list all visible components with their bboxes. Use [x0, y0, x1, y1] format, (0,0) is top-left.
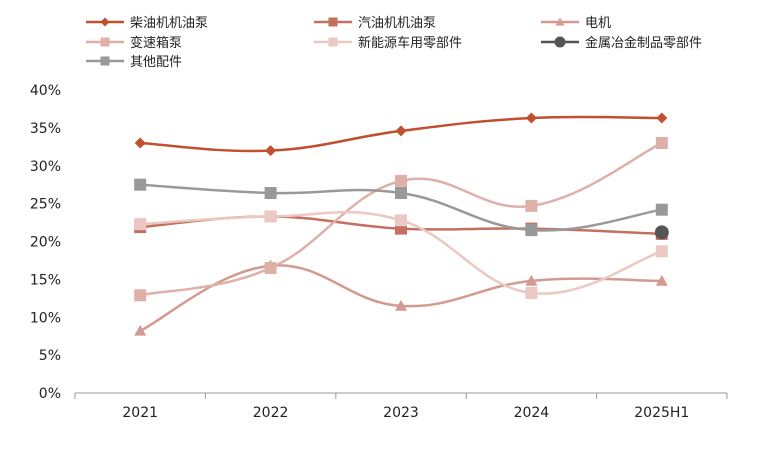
data-point — [656, 112, 668, 124]
data-point — [134, 218, 147, 231]
data-point — [264, 262, 277, 275]
legend-marker — [554, 36, 566, 48]
data-point — [525, 274, 538, 286]
data-point — [134, 289, 147, 302]
legend-marker — [555, 17, 565, 26]
legend-label: 柴油机机油泵 — [130, 16, 208, 31]
x-tick-label: 2023 — [383, 405, 419, 421]
series-7 — [134, 178, 668, 237]
data-point — [395, 299, 407, 311]
y-tick-label: 25% — [30, 197, 61, 213]
data-point — [134, 137, 146, 149]
data-point — [265, 145, 277, 157]
data-point — [525, 112, 537, 124]
data-point — [264, 187, 277, 200]
legend-label: 电机 — [585, 16, 611, 31]
legend-item: 柴油机机油泵 — [86, 16, 208, 31]
series-1 — [134, 112, 668, 157]
legend-marker — [100, 56, 110, 66]
legend-item: 汽油机机油泵 — [314, 16, 436, 31]
x-tick-label: 2021 — [122, 405, 158, 421]
legend-item: 新能源车用零部件 — [314, 35, 462, 51]
x-tick-label: 2022 — [253, 405, 289, 421]
legend-marker — [328, 17, 338, 27]
data-point — [655, 203, 668, 216]
y-tick-label: 20% — [30, 235, 61, 251]
plot-series — [134, 112, 669, 336]
data-point — [395, 125, 407, 137]
y-tick-label: 0% — [39, 386, 61, 402]
legend-label: 变速箱泵 — [130, 35, 182, 51]
y-tick-label: 30% — [30, 159, 61, 175]
data-point — [264, 210, 277, 223]
data-point — [395, 214, 407, 227]
data-point — [525, 224, 538, 237]
data-point — [655, 137, 668, 150]
series-line — [139, 264, 662, 333]
data-point — [134, 324, 147, 336]
data-point — [395, 187, 407, 200]
data-point — [395, 174, 407, 187]
data-point — [134, 178, 147, 191]
data-point — [655, 245, 668, 258]
series-5 — [134, 210, 668, 300]
data-point — [654, 225, 669, 240]
legend-item: 金属冶金制品零部件 — [541, 35, 702, 51]
x-tick-label: 2024 — [514, 405, 550, 421]
series-6 — [654, 225, 669, 240]
legend-item: 变速箱泵 — [86, 35, 182, 51]
x-tick-label: 2025H1 — [634, 405, 689, 421]
y-axis-ticks: 0% 5% 10% 15% 20% 25% 30% 35% 40% — [30, 83, 61, 402]
legend-label: 其他配件 — [130, 55, 182, 70]
legend-item: 电机 — [541, 16, 611, 31]
series-3 — [134, 259, 668, 336]
x-axis-ticks: 2021 2022 2023 2024 2025H1 — [74, 393, 728, 421]
y-tick-label: 35% — [30, 121, 61, 137]
legend-marker — [100, 37, 110, 47]
data-point — [525, 287, 538, 300]
y-tick-label: 15% — [30, 272, 61, 288]
legend-label: 金属冶金制品零部件 — [585, 35, 702, 51]
legend-label: 汽油机机油泵 — [358, 16, 436, 31]
y-tick-label: 40% — [30, 83, 61, 99]
legend-marker — [100, 17, 110, 27]
y-tick-label: 10% — [30, 310, 61, 326]
legend-label: 新能源车用零部件 — [358, 35, 462, 51]
legend-item: 其他配件 — [86, 55, 182, 70]
legend-marker — [328, 37, 338, 47]
series-4 — [134, 137, 668, 302]
data-point — [655, 274, 668, 286]
data-point — [525, 199, 538, 212]
y-tick-label: 5% — [39, 348, 61, 364]
